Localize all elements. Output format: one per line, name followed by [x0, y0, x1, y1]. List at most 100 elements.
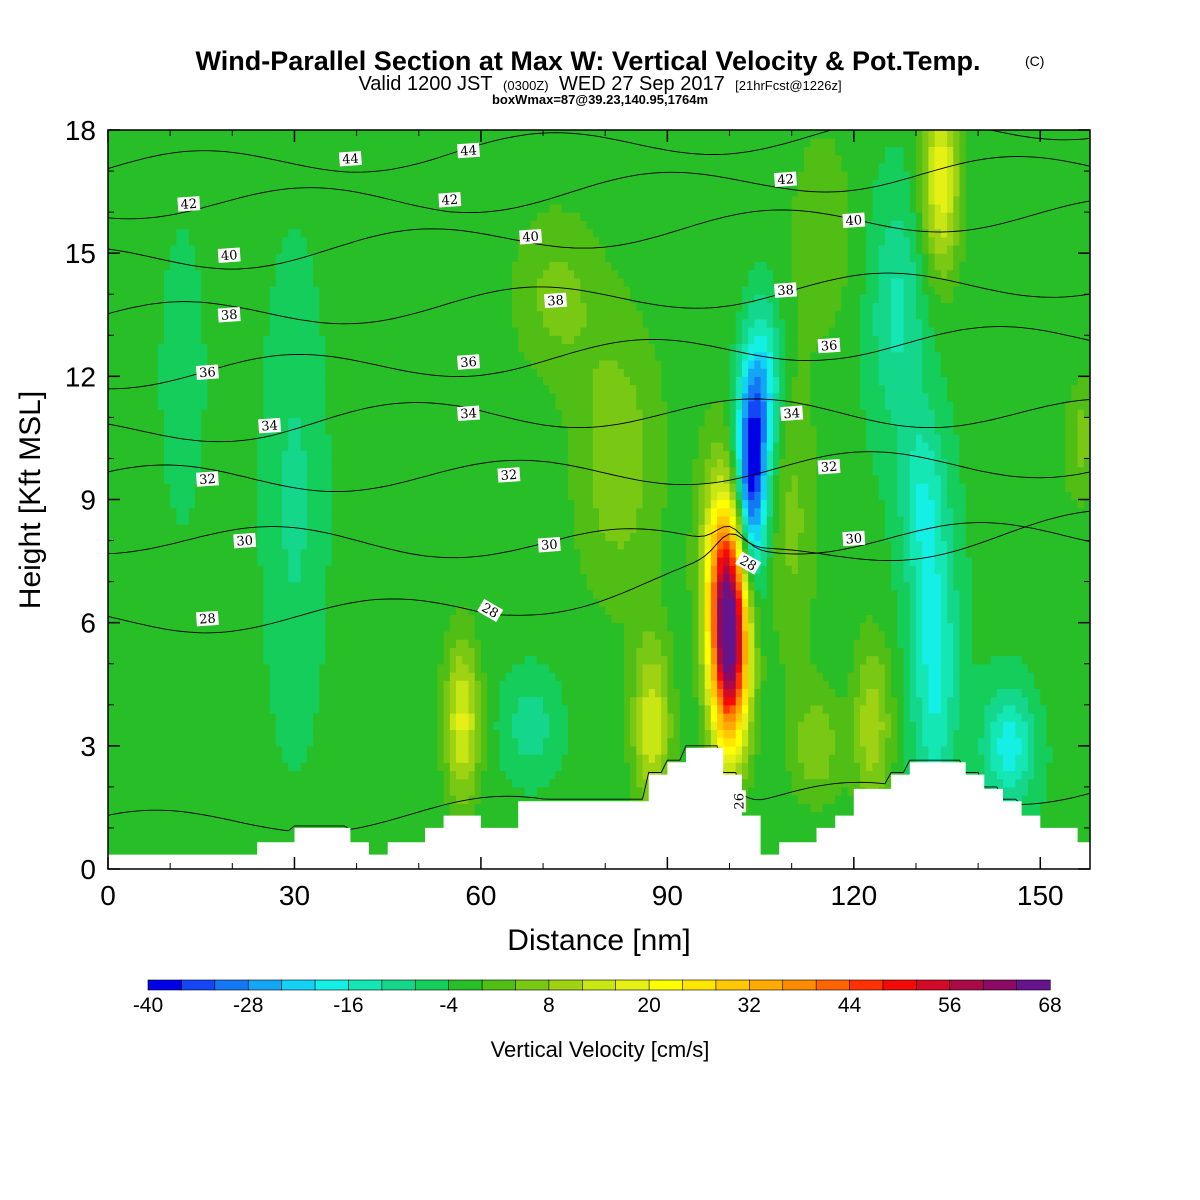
velocity-cell: [300, 762, 438, 772]
velocity-cell: [959, 721, 985, 731]
velocity-cell: [804, 507, 818, 517]
velocity-cell: [325, 376, 544, 386]
velocity-cell: [915, 589, 923, 599]
velocity-cell: [940, 671, 954, 681]
velocity-cell: [779, 639, 811, 648]
theta-label-text: 32: [820, 460, 838, 476]
velocity-cell: [785, 762, 805, 772]
velocity-cell: [306, 450, 333, 460]
velocity-cell: [692, 515, 700, 525]
velocity-cell: [785, 335, 799, 345]
velocity-cell: [511, 302, 538, 312]
velocity-cell: [934, 203, 942, 213]
velocity-cell: [524, 786, 538, 796]
velocity-cell: [779, 294, 799, 304]
velocity-cell: [978, 737, 992, 747]
x-axis-label: Distance [nm]: [507, 924, 690, 957]
theta-label-text: 34: [460, 406, 478, 422]
velocity-cell: [903, 647, 911, 657]
velocity-cell: [866, 614, 874, 624]
velocity-cell: [810, 384, 861, 394]
theta-label-text: 34: [783, 406, 801, 422]
velocity-cell: [922, 335, 936, 345]
velocity-cell: [1027, 778, 1048, 788]
velocity-cell: [797, 302, 842, 312]
velocity-cell: [909, 524, 917, 533]
velocity-cell: [188, 507, 258, 517]
velocity-cell: [878, 737, 886, 747]
velocity-cell: [884, 515, 905, 525]
velocity-cell: [816, 425, 867, 435]
velocity-cell: [866, 655, 880, 665]
velocity-cell: [735, 327, 743, 336]
velocity-cell: [679, 696, 700, 706]
velocity-cell: [847, 203, 874, 213]
velocity-cell: [704, 499, 712, 509]
theta-label: 28: [735, 551, 762, 575]
velocity-cell: [741, 770, 749, 780]
velocity-cell: [108, 639, 264, 648]
velocity-cell: [748, 704, 755, 714]
velocity-cell: [928, 253, 936, 262]
velocity-cell: [947, 474, 961, 484]
velocity-cell: [257, 491, 283, 501]
velocity-cell: [735, 450, 743, 460]
velocity-cell: [580, 277, 625, 287]
velocity-cell: [947, 466, 961, 476]
velocity-cell: [773, 442, 780, 451]
velocity-cell: [754, 589, 762, 599]
velocity-cell: [766, 392, 774, 402]
velocity-cell: [704, 647, 712, 657]
velocity-cell: [1052, 745, 1090, 755]
velocity-cell: [915, 261, 923, 271]
velocity-cell: [934, 343, 1090, 353]
velocity-cell: [108, 294, 165, 304]
velocity-cell: [959, 442, 1066, 451]
velocity-cell: [667, 425, 700, 435]
colorbar-tick-label: 32: [738, 994, 761, 1017]
velocity-cell: [878, 376, 923, 386]
velocity-cell: [928, 171, 936, 180]
velocity-cell: [785, 417, 811, 427]
velocity-cell: [878, 171, 911, 180]
velocity-cell: [754, 622, 762, 632]
velocity-cell: [953, 729, 985, 739]
velocity-cell: [760, 359, 768, 369]
velocity-cell: [773, 606, 811, 616]
velocity-cell: [909, 171, 917, 180]
velocity-cell: [934, 417, 954, 427]
velocity-cell: [947, 573, 954, 583]
velocity-cell: [785, 556, 799, 566]
velocity-cell: [909, 203, 917, 213]
velocity-cell: [866, 277, 880, 287]
colorbar-swatch: [682, 979, 717, 991]
velocity-cell: [630, 786, 644, 796]
velocity-cell: [760, 606, 774, 616]
velocity-cell: [692, 589, 700, 599]
velocity-cell: [1015, 762, 1029, 772]
velocity-cell: [953, 639, 961, 648]
velocity-cell: [804, 162, 842, 172]
velocity-cell: [953, 754, 985, 763]
velocity-cell: [673, 712, 681, 722]
theta-label-text: 28: [199, 612, 217, 628]
velocity-cell: [592, 442, 644, 451]
velocity-cell: [915, 655, 923, 665]
velocity-cell: [878, 729, 892, 739]
velocity-cell: [108, 663, 271, 673]
velocity-cell: [1034, 754, 1054, 763]
velocity-cell: [748, 721, 755, 731]
velocity-cell: [903, 302, 917, 312]
velocity-cell: [710, 671, 718, 681]
velocity-cell: [723, 598, 737, 607]
velocity-cell: [754, 474, 762, 484]
velocity-cell: [760, 409, 768, 418]
velocity-cell: [636, 737, 644, 747]
velocity-cell: [741, 581, 749, 591]
velocity-cell: [1002, 729, 1017, 739]
velocity-cell: [673, 671, 693, 681]
velocity-cell: [915, 598, 923, 607]
velocity-cell: [741, 688, 749, 698]
velocity-cell: [1077, 433, 1090, 443]
colorbar-swatch: [481, 979, 517, 991]
